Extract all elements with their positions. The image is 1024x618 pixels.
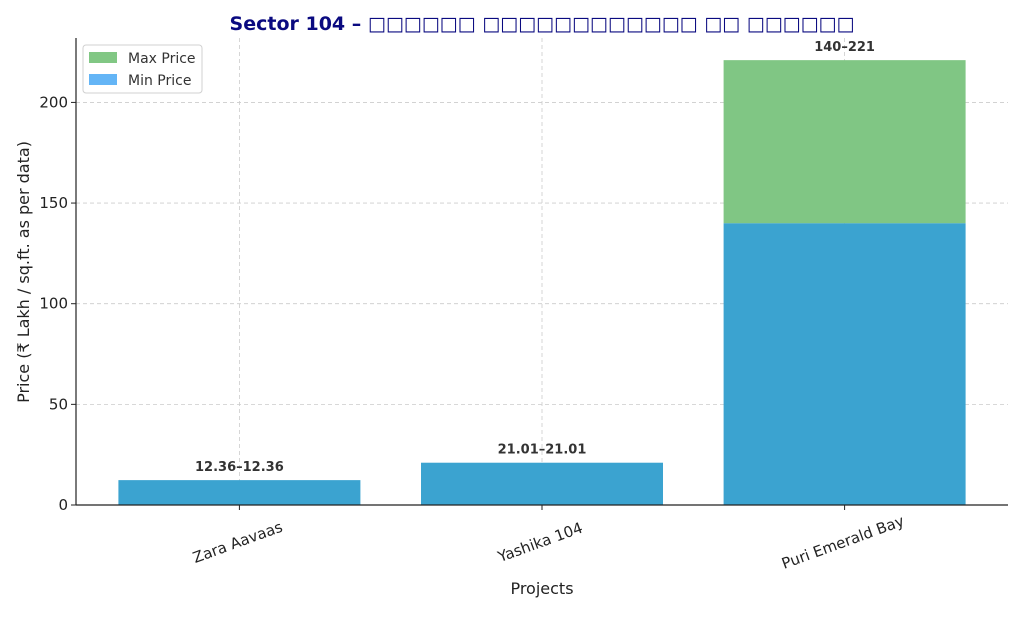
legend-label-min: Min Price (128, 73, 191, 89)
x-tick-label: Zara Aavaas (190, 518, 285, 567)
y-tick-label: 200 (39, 93, 68, 111)
bar-min-price (421, 462, 663, 505)
bars (118, 60, 966, 506)
y-tick-label: 150 (39, 194, 68, 212)
bar-max-price (723, 60, 966, 224)
legend-swatch-max (89, 52, 117, 63)
y-axis-label: Price (₹ Lakh / sq.ft. as per data) (14, 141, 33, 403)
chart-title: Sector 104 – □□□□□□ □□□□□□□□□□□□ □□ □□□□… (230, 13, 855, 35)
x-axis-label: Projects (510, 579, 573, 598)
legend-label-max: Max Price (128, 51, 196, 67)
x-tick-label: Yashika 104 (495, 519, 586, 567)
legend-swatch-min (89, 74, 117, 85)
data-label: 21.01–21.01 (498, 443, 587, 458)
y-tick-label: 100 (39, 295, 68, 313)
y-tick-label: 50 (49, 395, 68, 413)
data-labels: 12.36–12.36 21.01–21.01 140–221 (195, 40, 875, 475)
x-tick-label: Puri Emerald Bay (779, 512, 906, 573)
y-tick-label: 0 (58, 496, 68, 514)
bar-min-price (723, 223, 966, 506)
data-label: 12.36–12.36 (195, 460, 284, 475)
data-label: 140–221 (814, 40, 875, 55)
bar-min-price (118, 480, 361, 505)
legend: Max Price Min Price (82, 44, 203, 94)
